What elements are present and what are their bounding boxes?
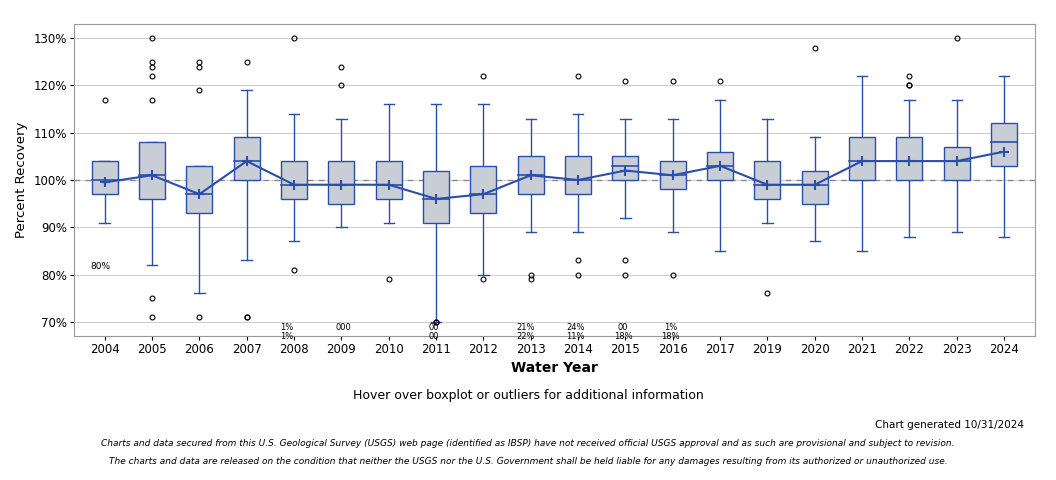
Text: Charts and data secured from this U.S. Geological Survey (USGS) web page (identi: Charts and data secured from this U.S. G… [101, 440, 955, 448]
FancyBboxPatch shape [139, 142, 165, 199]
Text: 000: 000 [336, 323, 352, 332]
X-axis label: Water Year: Water Year [511, 361, 598, 375]
Text: 1%
18%: 1% 18% [661, 323, 680, 341]
FancyBboxPatch shape [328, 161, 355, 204]
FancyBboxPatch shape [281, 161, 307, 199]
FancyBboxPatch shape [376, 161, 401, 199]
FancyBboxPatch shape [470, 166, 496, 213]
Text: 00
00: 00 00 [429, 323, 439, 341]
Y-axis label: Percent Recovery: Percent Recovery [15, 122, 27, 238]
Text: The charts and data are released on the condition that neither the USGS nor the : The charts and data are released on the … [109, 457, 947, 466]
FancyBboxPatch shape [944, 147, 969, 180]
Text: 24%
11%: 24% 11% [566, 323, 585, 341]
FancyBboxPatch shape [897, 137, 923, 180]
FancyBboxPatch shape [186, 166, 212, 213]
FancyBboxPatch shape [612, 156, 639, 180]
Text: 21%
22%: 21% 22% [516, 323, 535, 341]
FancyBboxPatch shape [708, 152, 733, 180]
FancyBboxPatch shape [233, 137, 260, 180]
FancyBboxPatch shape [517, 156, 544, 194]
FancyBboxPatch shape [565, 156, 591, 194]
FancyBboxPatch shape [802, 170, 828, 204]
FancyBboxPatch shape [92, 161, 117, 194]
FancyBboxPatch shape [754, 161, 780, 199]
Text: Hover over boxplot or outliers for additional information: Hover over boxplot or outliers for addit… [353, 389, 703, 403]
FancyBboxPatch shape [660, 161, 685, 190]
FancyBboxPatch shape [849, 137, 875, 180]
FancyBboxPatch shape [423, 170, 449, 223]
Text: 00
18%: 00 18% [614, 323, 633, 341]
FancyBboxPatch shape [992, 123, 1017, 166]
Text: 1%
1%: 1% 1% [280, 323, 294, 341]
Text: Chart generated 10/31/2024: Chart generated 10/31/2024 [875, 420, 1024, 430]
Text: 80%: 80% [91, 262, 111, 271]
